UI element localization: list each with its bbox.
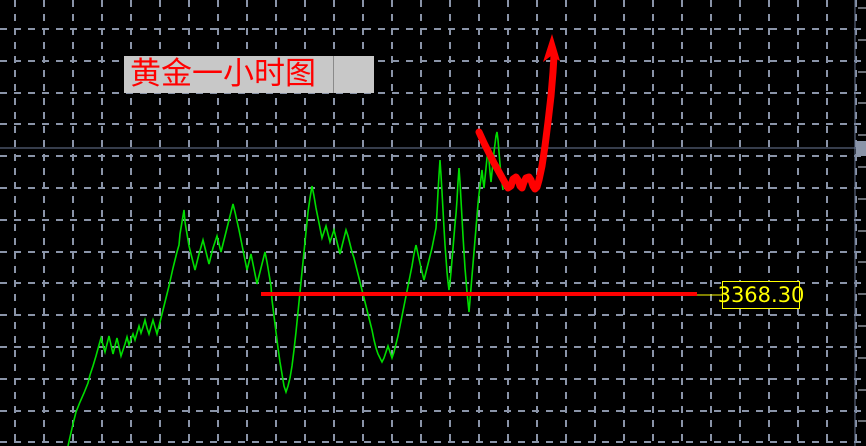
price-level-label[interactable]: 3368.30 xyxy=(718,281,804,309)
forecast-arrowhead xyxy=(543,34,560,62)
title-box-divider xyxy=(333,56,334,93)
page-title: 黄金一小时图 xyxy=(130,56,316,92)
price-level-value: 3368.30 xyxy=(717,282,805,307)
chart-title-box[interactable]: 黄金一小时图 xyxy=(124,56,374,93)
forecast-arrow[interactable] xyxy=(475,52,558,193)
axis-price-marker xyxy=(856,141,866,156)
price-line xyxy=(67,131,504,446)
